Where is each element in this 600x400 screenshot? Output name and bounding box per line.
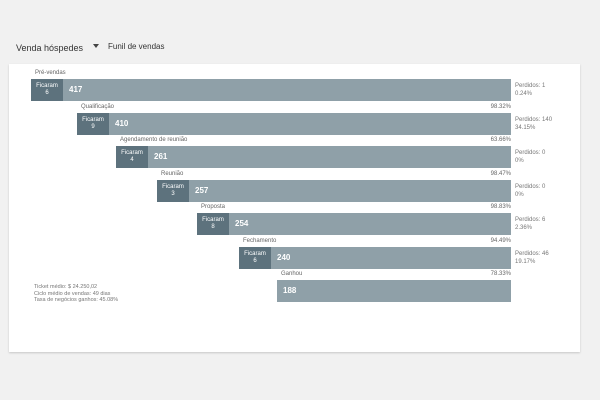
stage-name: Reunião [161,170,184,177]
lost-stats: Perdidos: 140 34.15% [515,116,552,132]
stayed-label: Ficaram [202,217,224,223]
lost-pct: 34.15% [515,124,536,131]
stage-name: Qualificação [81,103,115,110]
stayed-value: 9 [91,123,95,130]
pipeline-select[interactable]: Venda hóspedes [16,41,83,55]
stayed-badge[interactable]: Ficaram 4 [116,146,148,168]
stage-count: 188 [283,286,297,295]
chevron-down-icon[interactable] [93,44,99,48]
stage-conversion-pct: 98.32% [490,103,511,110]
lost-pct: 19.17% [515,258,536,265]
win-rate: Taxa de negócios ganhos: 45.08% [34,297,119,303]
stage-conversion-pct: 98.83% [490,204,511,210]
lost-count: Perdidos: 1 [515,83,546,89]
summary-stats: Ticket médio: $ 24.250,02 Ciclo médio de… [34,284,118,304]
stayed-badge[interactable]: Ficaram 9 [77,112,109,135]
lost-stats: Perdidos: 46 19.17% [515,250,549,266]
stage-conversion-pct: 63.66% [490,137,511,143]
stayed-value: 6 [45,90,49,96]
stayed-value: 4 [130,157,134,163]
stage-count: 257 [195,185,209,195]
stayed-label: Ficaram [82,116,104,123]
stage-name: Agendamento de reunião [120,137,188,143]
stayed-badge[interactable]: Ficaram 6 [31,79,63,101]
lost-stats: Perdidos: 6 2.36% [515,216,545,232]
stage-name: Pré-vendas [35,70,66,76]
lost-stats: Perdidos: 0 0% [515,149,545,165]
average-sales-cycle: Ciclo médio de vendas: 49 dias [34,290,111,297]
stayed-value: 3 [171,190,175,197]
lost-stats: Perdidos: 0 0% [515,183,545,199]
stayed-badge[interactable]: Ficaram 8 [197,213,229,235]
stayed-label: Ficaram [121,150,143,156]
lost-pct: 0.24% [515,91,533,97]
lost-count: Perdidos: 6 [515,217,546,223]
stage-count: 261 [154,152,168,161]
stage-bar[interactable]: 188 [277,280,511,302]
stayed-badge[interactable]: Ficaram 6 [239,246,271,269]
stage-name: Fechamento [243,237,277,244]
stayed-label: Ficaram [36,83,58,89]
view-label: Funil de vendas [108,42,165,51]
stage-name: Proposta [201,204,226,210]
average-ticket: Ticket médio: $ 24.250,02 [34,284,98,290]
stayed-badge[interactable]: Ficaram 3 [157,179,189,202]
stage-bar[interactable]: Ficaram 3 257 [157,179,511,202]
pipeline-select-label: Venda hóspedes [16,43,84,53]
lost-count: Perdidos: 0 [515,150,546,156]
stayed-label: Ficaram [162,183,184,190]
stage-bar[interactable]: Ficaram 6 240 [239,246,511,269]
stage-count: 417 [69,85,83,94]
stage-bar[interactable]: Ficaram 6 417 [31,79,511,101]
lost-pct: 2.36% [515,225,533,231]
stage-bar[interactable]: Ficaram 8 254 [197,213,511,235]
lost-count: Perdidos: 0 [515,183,546,190]
stage-count: 410 [115,118,129,128]
stage-bar[interactable]: Ficaram 4 261 [116,146,511,168]
stage-bar[interactable]: Ficaram 9 410 [77,112,511,135]
stayed-value: 8 [211,224,215,230]
stage-count: 240 [277,252,291,262]
stage-count: 254 [235,219,249,228]
stage-name: Ganhou [281,271,303,277]
lost-pct: 0% [515,191,524,198]
lost-count: Perdidos: 46 [515,250,549,257]
lost-stats: Perdidos: 1 0.24% [515,82,545,98]
lost-count: Perdidos: 140 [515,116,553,123]
funnel-card: Pré-vendas Ficaram 6 417 Perdidos: 1 0.24% Qua… [9,64,580,352]
stayed-value: 6 [253,257,257,264]
stage-conversion-pct: 78.33% [490,271,511,277]
stage-conversion-pct: 98.47% [490,170,511,177]
stage-conversion-pct: 94.49% [490,237,511,244]
stayed-label: Ficaram [244,250,266,257]
top-bar: Venda hóspedes Funil de vendas [0,0,600,62]
lost-pct: 0% [515,158,524,164]
